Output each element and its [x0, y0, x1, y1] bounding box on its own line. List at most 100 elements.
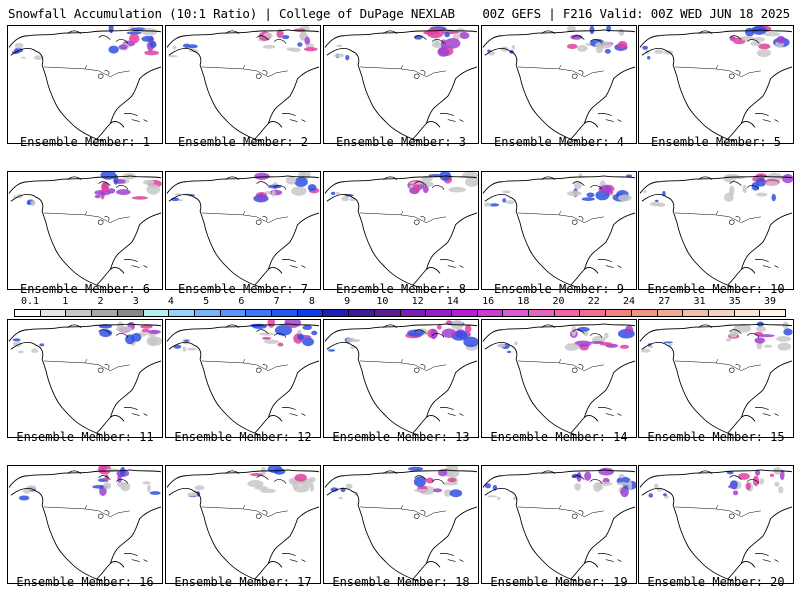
snowfall-map	[639, 321, 793, 436]
ensemble-member-label: Ensemble Member: 20	[647, 575, 785, 589]
legend-swatch	[683, 310, 709, 316]
legend-label: 14	[446, 296, 459, 307]
snowfall-shading	[330, 466, 463, 500]
ensemble-member-label: Ensemble Member: 7	[177, 282, 309, 296]
ensemble-member-label: Ensemble Member: 4	[493, 135, 625, 149]
snowfall-map	[482, 173, 636, 288]
ensemble-map-panel	[7, 171, 163, 290]
ensemble-map-panel	[323, 171, 479, 290]
legend-label: 3	[132, 296, 139, 307]
snowfall-shading	[168, 26, 318, 58]
ensemble-map-panel	[165, 319, 321, 438]
legend-label: 27	[658, 296, 671, 307]
legend-swatch	[760, 310, 786, 316]
legend-swatch	[220, 310, 247, 316]
legend-swatch	[349, 310, 375, 316]
snowfall-shading	[13, 172, 162, 207]
legend-swatch	[117, 310, 144, 316]
snowfall-map	[166, 466, 320, 582]
legend-swatch	[15, 310, 41, 316]
legend-label: 35	[728, 296, 741, 307]
legend-swatch	[194, 310, 221, 316]
ensemble-member-label: Ensemble Member: 11	[16, 430, 154, 444]
snowfall-shading	[173, 320, 318, 352]
snowfall-map	[166, 26, 320, 142]
snowfall-map	[639, 172, 793, 288]
snowfall-map	[639, 26, 793, 142]
snowfall-shading	[11, 26, 160, 61]
snowfall-map	[166, 172, 320, 288]
legend-swatch	[272, 310, 298, 316]
ensemble-map-panel	[323, 465, 479, 584]
legend-label: 5	[203, 296, 210, 307]
snowfall-shading	[643, 172, 793, 207]
ensemble-map-panel	[165, 25, 321, 144]
snowfall-map	[324, 466, 478, 582]
legend-label: 2	[97, 296, 104, 307]
legend-swatch	[374, 310, 401, 316]
ensemble-map-panel	[323, 25, 479, 144]
ensemble-member-label: Ensemble Member: 3	[335, 135, 467, 149]
legend-swatch	[297, 310, 324, 316]
page-title: Snowfall Accumulation (10:1 Ratio) | Col…	[8, 6, 455, 21]
ensemble-map-panel	[481, 319, 637, 438]
legend-swatch	[580, 310, 607, 316]
snowfall-map	[482, 26, 636, 142]
snowfall-shading	[648, 466, 785, 499]
legend-swatch	[169, 310, 195, 316]
legend-swatch	[529, 310, 555, 316]
ensemble-map-panel	[481, 171, 637, 290]
legend-swatch	[554, 310, 581, 316]
legend-label: 6	[238, 296, 245, 307]
ensemble-member-label: Ensemble Member: 10	[647, 282, 785, 296]
legend-swatch	[606, 310, 632, 316]
legend-swatch	[657, 310, 684, 316]
ensemble-map-panel	[481, 465, 637, 584]
legend-label: 10	[376, 296, 389, 307]
ensemble-map-panel	[7, 319, 163, 438]
legend-swatch	[246, 310, 273, 316]
snowfall-map	[8, 321, 162, 436]
legend-swatch	[734, 310, 761, 316]
ensemble-member-label: Ensemble Member: 15	[647, 430, 785, 444]
legend-label: 39	[763, 296, 777, 307]
snowfall-map	[324, 320, 478, 436]
snowfall-map	[8, 466, 162, 582]
ensemble-member-label: Ensemble Member: 8	[335, 282, 467, 296]
ensemble-member-label: Ensemble Member: 17	[174, 575, 312, 589]
legend-label: 24	[623, 296, 636, 307]
legend-label: 8	[308, 296, 315, 307]
snowfall-map	[482, 323, 636, 436]
ensemble-member-label: Ensemble Member: 12	[174, 430, 312, 444]
legend-swatch	[92, 310, 118, 316]
ensemble-member-label: Ensemble Member: 2	[177, 135, 309, 149]
legend-swatch	[451, 310, 478, 316]
ensemble-member-label: Ensemble Member: 9	[493, 282, 625, 296]
legend-swatch	[323, 310, 350, 316]
ensemble-member-label: Ensemble Member: 19	[490, 575, 628, 589]
snowfall-shading	[187, 466, 316, 498]
legend-swatch	[143, 310, 170, 316]
legend-swatch	[426, 310, 452, 316]
legend-label: 16	[482, 296, 495, 307]
ensemble-member-label: Ensemble Member: 13	[332, 430, 470, 444]
ensemble-map-panel	[7, 25, 163, 144]
ensemble-map-panel	[638, 25, 794, 144]
ensemble-member-label: Ensemble Member: 14	[490, 430, 628, 444]
ensemble-member-label: Ensemble Member: 16	[16, 575, 154, 589]
ensemble-map-panel	[165, 171, 321, 290]
color-legend: 0.1 1 2 3 4 5 6 7 8 9 10 12 14 16 18 20 22 24 27 31 35 39	[14, 296, 786, 320]
ensemble-map-panel	[481, 25, 637, 144]
ensemble-map-panel	[638, 465, 794, 584]
legend-label: 1	[62, 296, 69, 307]
snowfall-map	[324, 26, 478, 142]
run-info: 00Z GEFS | F216 Valid: 00Z WED JUN 18 20…	[482, 6, 790, 21]
ensemble-member-label: Ensemble Member: 1	[19, 135, 151, 149]
snowfall-shading	[333, 26, 470, 61]
ensemble-member-label: Ensemble Member: 5	[650, 135, 782, 149]
legend-swatch	[40, 310, 67, 316]
ensemble-member-label: Ensemble Member: 18	[332, 575, 470, 589]
legend-label: 18	[517, 296, 530, 307]
snowfall-map	[8, 172, 162, 288]
legend-label: 12	[411, 296, 424, 307]
